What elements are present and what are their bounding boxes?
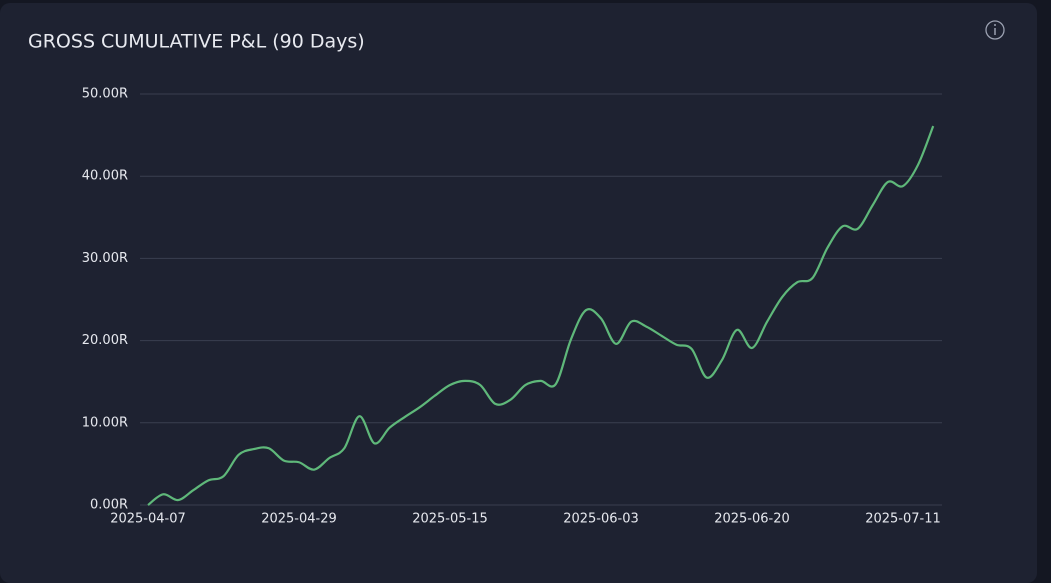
info-icon[interactable] (985, 20, 1005, 40)
y-tick-label: 20.00R (82, 333, 128, 348)
y-tick-label: 50.00R (82, 87, 128, 102)
x-tick-label: 2025-04-07 (110, 512, 186, 527)
chart-title: GROSS CUMULATIVE P&L (90 Days) (28, 31, 365, 53)
y-tick-label: 0.00R (90, 498, 128, 513)
x-tick-label: 2025-04-29 (261, 512, 337, 527)
card (0, 3, 1037, 583)
line (147, 125, 935, 506)
x-tick-label: 2025-06-20 (714, 512, 790, 527)
y-tick-label: 10.00R (82, 415, 128, 430)
y-tick-label: 40.00R (82, 169, 128, 184)
x-tick-label: 2025-07-11 (865, 512, 941, 527)
y-tick-label: 30.00R (82, 251, 128, 266)
x-tick-label: 2025-05-15 (412, 512, 488, 527)
x-tick-label: 2025-06-03 (563, 512, 639, 527)
